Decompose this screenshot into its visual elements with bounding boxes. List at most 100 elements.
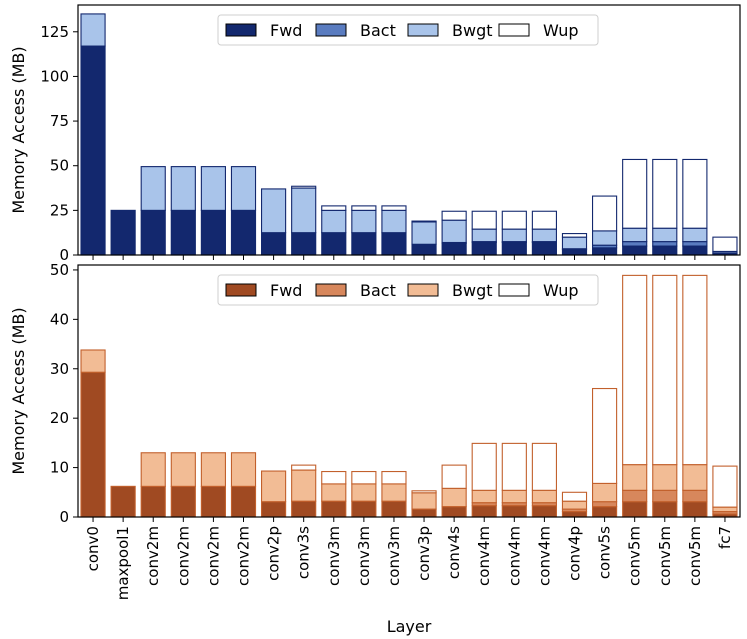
legend-swatch-wup — [498, 283, 530, 297]
bar-fwd-maxpool1 — [110, 209, 136, 256]
bar-bwgt-conv2m — [230, 166, 257, 211]
x-tick-label: conv3m — [325, 526, 343, 586]
x-tick-label: conv2m — [144, 526, 162, 586]
bar-fwd-conv5m — [622, 245, 648, 256]
bar-fwd-conv2m — [230, 209, 257, 256]
bar-wup-conv5m — [652, 274, 678, 466]
bar-fwd-conv5m — [622, 501, 648, 518]
x-tick-label: conv2p — [265, 526, 283, 581]
panel-bottom: 0 10 20 30 40 50 Memory Access (MB) Fwd Bact Bwgt… — [9, 261, 741, 636]
legend-swatch-bwgt — [407, 283, 439, 297]
bar-bact-conv5m — [682, 241, 708, 247]
bar-wup-fc7 — [712, 236, 738, 252]
bar-bwgt-conv2m — [170, 452, 196, 487]
bar-wup-conv4m — [471, 210, 497, 230]
x-tick-label: conv3s — [295, 526, 313, 579]
bar-wup-conv4m — [531, 210, 557, 230]
x-tick-label: conv4m — [475, 526, 493, 586]
bar-fwd-conv4s — [441, 506, 467, 518]
bar-bwgt-conv4s — [441, 219, 467, 244]
bar-fwd-conv2m — [170, 209, 196, 256]
bar-wup-conv4m — [471, 442, 497, 491]
bar-bwgt-conv3s — [291, 469, 317, 502]
axes-frame — [77, 264, 741, 518]
bar-wup-conv5m — [622, 274, 648, 466]
y-tick-label: 25 — [50, 201, 69, 219]
bar-wup-conv5s — [591, 387, 618, 484]
bar-bact-conv5m — [622, 241, 648, 247]
bar-bwgt-conv2m — [200, 166, 226, 211]
bar-wup-conv3m — [321, 205, 347, 211]
bar-wup-conv3m — [381, 470, 407, 485]
bar-bact-conv5s — [591, 501, 618, 508]
bar-bwgt-conv3m — [381, 483, 407, 502]
bar-wup-conv4m — [531, 442, 557, 491]
bar-wup-conv4s — [441, 210, 467, 221]
bar-bwgt-conv3m — [321, 209, 347, 234]
legend-label-wup: Wup — [543, 281, 579, 300]
y-tick-label: 75 — [50, 112, 69, 130]
axes-frame — [77, 4, 741, 256]
legend-label-bwgt: Bwgt — [452, 21, 493, 40]
bar-bwgt-conv4m — [501, 228, 527, 243]
bar-bwgt-conv4p — [561, 236, 588, 250]
bar-fwd-conv4p — [561, 511, 588, 518]
legend-label-bact: Bact — [360, 281, 396, 300]
x-tick-label: conv2m — [204, 526, 222, 586]
x-tick-label: conv4s — [445, 526, 463, 579]
x-tick-label: conv5m — [626, 526, 644, 586]
bar-bwgt-conv4m — [531, 228, 557, 243]
bar-wup-conv3m — [351, 470, 377, 485]
bar-wup-conv3s — [291, 185, 317, 189]
bar-fwd-conv2m — [200, 209, 226, 256]
bar-wup-conv4m — [501, 442, 527, 491]
legend-swatch-wup — [498, 23, 530, 37]
bar-wup-conv3m — [381, 205, 407, 211]
y-tick-label: 20 — [50, 409, 69, 427]
bar-bwgt-conv3m — [381, 209, 407, 234]
bar-wup-conv5m — [682, 158, 708, 229]
legend-label-fwd: Fwd — [270, 281, 302, 300]
bar-fwd-conv3s — [291, 500, 317, 518]
bar-bwgt-conv5m — [652, 227, 678, 243]
bar-fwd-conv2m — [140, 209, 166, 256]
bar-fwd-conv0 — [80, 45, 106, 256]
y-tick-label: 50 — [50, 157, 69, 175]
bar-bwgt-conv0 — [80, 349, 106, 373]
y-tick-label: 125 — [40, 23, 69, 41]
bar-bwgt-conv5m — [652, 464, 678, 491]
bar-bwgt-conv2m — [170, 166, 196, 211]
y-tick-label: 0 — [59, 508, 69, 526]
bar-wup-conv3p — [411, 220, 437, 223]
y-tick-label: 50 — [50, 261, 69, 279]
bar-bwgt-conv3p — [411, 221, 437, 245]
bar-bact-conv5m — [622, 489, 648, 503]
legend-swatch-fwd — [225, 283, 257, 297]
bar-wup-fc7 — [712, 465, 738, 508]
bar-bact-conv5m — [652, 489, 678, 503]
bar-fwd-conv3s — [291, 232, 317, 256]
bar-fwd-conv4m — [471, 241, 497, 256]
bar-bwgt-conv3s — [291, 187, 317, 234]
y-tick-label: 0 — [59, 246, 69, 264]
bar-fwd-conv4m — [501, 241, 527, 256]
bar-wup-conv4m — [501, 210, 527, 230]
bar-wup-conv5m — [652, 158, 678, 229]
bar-fwd-conv5s — [591, 247, 618, 256]
legend-label-fwd: Fwd — [270, 21, 302, 40]
bar-wup-conv3m — [321, 470, 347, 485]
bar-bwgt-conv3m — [351, 209, 377, 234]
bar-wup-conv4p — [561, 233, 588, 238]
y-axis-label: Memory Access (MB) — [9, 46, 28, 213]
x-tick-label: conv5s — [596, 526, 614, 579]
legend-swatch-fwd — [225, 23, 257, 37]
bar-fwd-conv3p — [411, 243, 437, 256]
bar-bwgt-conv4m — [501, 489, 527, 504]
legend-label-bwgt: Bwgt — [452, 281, 493, 300]
bar-bact-conv5m — [652, 241, 678, 247]
x-tick-label: conv2m — [174, 526, 192, 586]
bar-fwd-conv5m — [652, 501, 678, 518]
bar-bwgt-conv2p — [260, 188, 287, 234]
bar-fwd-conv3p — [411, 508, 437, 518]
